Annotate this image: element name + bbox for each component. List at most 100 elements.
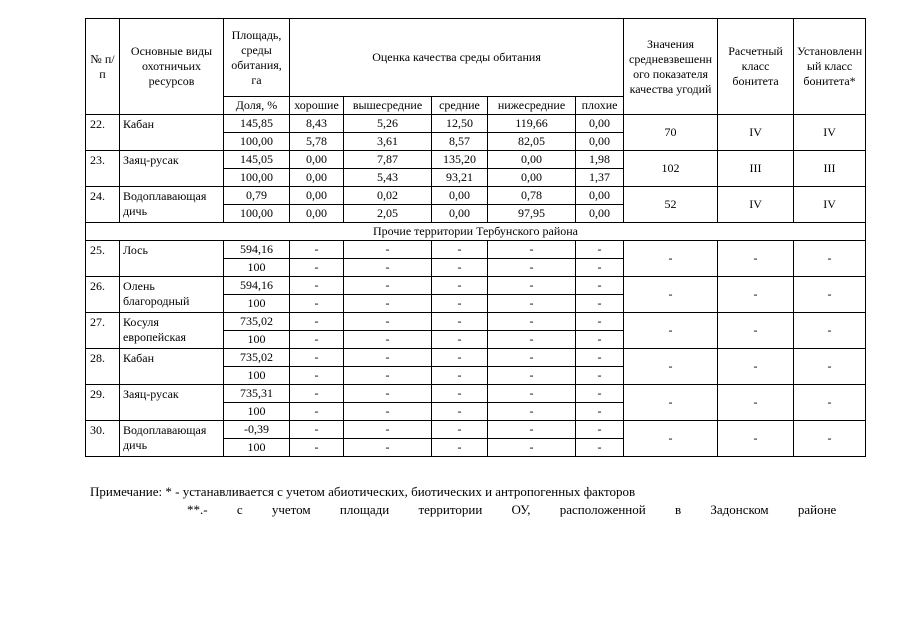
quality-area-value: -: [487, 348, 576, 367]
quality-share-value: 0,00: [574, 204, 625, 223]
quality-area-value: 8,43: [289, 114, 344, 133]
weighted-quality-value: -: [623, 384, 719, 421]
quality-share-value: 0,00: [431, 204, 488, 223]
species-name: Косуля европейская: [119, 312, 224, 349]
row-number: 29.: [85, 384, 120, 421]
header-quality: Оценка качества среды обитания: [288, 18, 625, 97]
species-name: Водоплавающая дичь: [119, 420, 224, 457]
quality-area-value: -: [343, 420, 432, 439]
area-ha: 735,02: [223, 312, 290, 331]
area-ha: 735,31: [223, 384, 290, 403]
row-number: 27.: [85, 312, 120, 349]
quality-area-value: 0,00: [487, 150, 576, 169]
quality-share-value: -: [487, 258, 576, 277]
header-est-class: Установленн ый класс бонитета*: [793, 18, 867, 115]
calculated-bonitet-class: -: [717, 420, 795, 457]
quality-share-value: 5,78: [289, 132, 344, 151]
area-ha: 145,85: [223, 114, 290, 133]
quality-share-value: -: [487, 330, 576, 349]
quality-area-value: 7,87: [343, 150, 432, 169]
quality-share-value: 82,05: [487, 132, 576, 151]
quality-share-value: -: [431, 258, 488, 277]
quality-share-value: 8,57: [431, 132, 488, 151]
header-share: Доля, %: [223, 96, 290, 115]
quality-area-value: 119,66: [487, 114, 576, 133]
quality-area-value: -: [431, 276, 488, 295]
row-number: 30.: [85, 420, 120, 457]
quality-share-value: 93,21: [431, 168, 488, 187]
weighted-quality-value: -: [623, 276, 719, 313]
quality-area-value: 12,50: [431, 114, 488, 133]
quality-share-value: -: [574, 258, 625, 277]
species-name: Олень благородный: [119, 276, 224, 313]
quality-share-value: -: [343, 294, 432, 313]
header-row-1: № п/п Основные виды охотничьих ресурсов …: [85, 18, 867, 115]
weighted-quality-value: 70: [623, 114, 719, 151]
quality-area-value: -: [289, 384, 344, 403]
established-bonitet-class: III: [793, 150, 867, 187]
table-row: 28. Кабан 735,02- - - - - - - -: [85, 348, 867, 385]
share-percent: 100: [223, 294, 290, 313]
table-row: 25. Лось 594,16- - - - - - - -: [85, 240, 867, 277]
table-row-share: 100- - - - -: [86, 366, 866, 385]
established-bonitet-class: -: [793, 276, 867, 313]
quality-share-value: -: [343, 366, 432, 385]
weighted-quality-value: -: [623, 348, 719, 385]
quality-share-value: -: [487, 438, 576, 457]
header-species: Основные виды охотничьих ресурсов: [119, 18, 224, 115]
quality-area-value: 0,00: [289, 150, 344, 169]
calculated-bonitet-class: IV: [717, 186, 795, 223]
quality-area-value: -: [289, 348, 344, 367]
weighted-quality-value: -: [623, 420, 719, 457]
table-row: 24. Водоплавающая дичь 0,79 0,00 0,02 0,00 0,7…: [85, 186, 867, 223]
quality-share-value: -: [343, 438, 432, 457]
established-bonitet-class: -: [793, 312, 867, 349]
area-ha: -0,39: [223, 420, 290, 439]
table-body: 22. Кабан 145,85 8,43 5,26 12,50 119,66 0,00 70 I…: [84, 114, 867, 457]
row-number: 26.: [85, 276, 120, 313]
table-row: 26. Олень благородный 594,16- - - - - - - -: [85, 276, 867, 313]
quality-share-value: -: [574, 294, 625, 313]
habitat-quality-table: № п/п Основные виды охотничьих ресурсов …: [84, 18, 867, 457]
quality-area-value: 5,26: [343, 114, 432, 133]
quality-share-value: -: [431, 330, 488, 349]
quality-area-value: -: [431, 384, 488, 403]
share-percent: 100,00: [223, 132, 290, 151]
share-percent: 100: [223, 330, 290, 349]
table-row: 23. Заяц-русак 145,05 0,00 7,87 135,20 0,00 1,9…: [85, 150, 867, 187]
quality-share-value: 0,00: [289, 204, 344, 223]
section-title: Прочие территории Тербунского района: [84, 222, 867, 241]
calculated-bonitet-class: -: [717, 240, 795, 277]
quality-share-value: -: [487, 294, 576, 313]
quality-share-value: -: [343, 330, 432, 349]
quality-area-value: 135,20: [431, 150, 488, 169]
calculated-bonitet-class: -: [717, 348, 795, 385]
quality-area-value: 0,00: [289, 186, 344, 205]
quality-share-value: 0,00: [487, 168, 576, 187]
quality-share-value: -: [431, 294, 488, 313]
quality-area-value: -: [487, 240, 576, 259]
area-ha: 594,16: [223, 276, 290, 295]
quality-share-value: -: [574, 330, 625, 349]
share-percent: 100: [223, 366, 290, 385]
species-name: Заяц-русак: [119, 150, 224, 187]
calculated-bonitet-class: III: [717, 150, 795, 187]
weighted-quality-value: -: [623, 312, 719, 349]
established-bonitet-class: -: [793, 240, 867, 277]
calculated-bonitet-class: -: [717, 276, 795, 313]
table-row: 22. Кабан 145,85 8,43 5,26 12,50 119,66 0,00 70 I…: [85, 114, 867, 151]
established-bonitet-class: IV: [793, 186, 867, 223]
row-number: 28.: [85, 348, 120, 385]
quality-share-value: -: [431, 366, 488, 385]
header-quality-poor: плохие: [574, 96, 625, 115]
row-number: 23.: [85, 150, 120, 187]
weighted-quality-value: -: [623, 240, 719, 277]
calculated-bonitet-class: -: [717, 384, 795, 421]
quality-share-value: -: [343, 258, 432, 277]
quality-share-value: -: [574, 366, 625, 385]
quality-share-value: -: [289, 294, 344, 313]
area-ha: 594,16: [223, 240, 290, 259]
share-percent: 100,00: [223, 204, 290, 223]
header-quality-above-average: вышесредние: [343, 96, 432, 115]
table-row: 29. Заяц-русак 735,31- - - - - - - -: [85, 384, 867, 421]
